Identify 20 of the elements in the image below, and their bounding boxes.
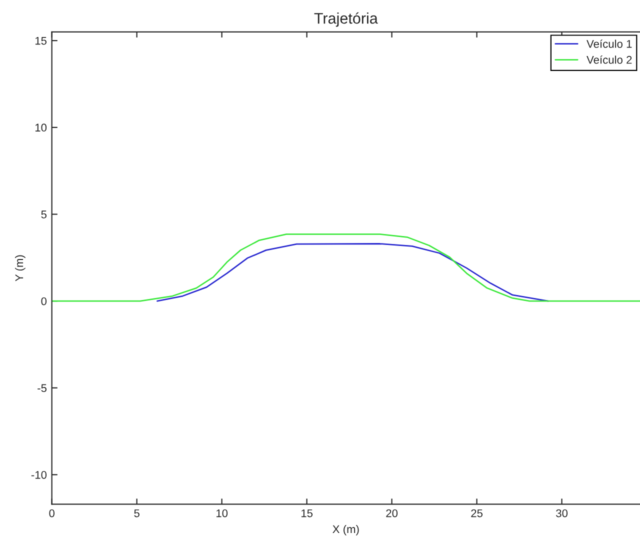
legend-label: Veículo 1 [586,40,632,48]
y-tick-label: 10 [35,124,47,132]
x-tick-label: 10 [216,509,228,518]
line-series [52,234,640,302]
chart-title: Trajetória [314,12,378,27]
line-series [156,243,549,302]
y-tick-label: 0 [41,297,47,306]
legend-label: Veículo 2 [586,55,632,64]
y-axis-title: Y (m) [15,255,26,282]
x-tick-label: 15 [301,509,313,518]
x-tick-label: 25 [471,509,483,518]
x-tick-label: 30 [556,509,568,518]
x-tick-label: 5 [134,509,140,518]
y-tick-label: -10 [31,470,47,479]
x-axis-title: X (m) [332,524,359,536]
x-tick-label: 20 [386,509,398,518]
y-tick-label: 15 [35,36,47,45]
y-tick-label: -5 [38,384,47,392]
y-tick-label: 5 [41,210,47,218]
x-tick-label: 0 [49,509,54,518]
